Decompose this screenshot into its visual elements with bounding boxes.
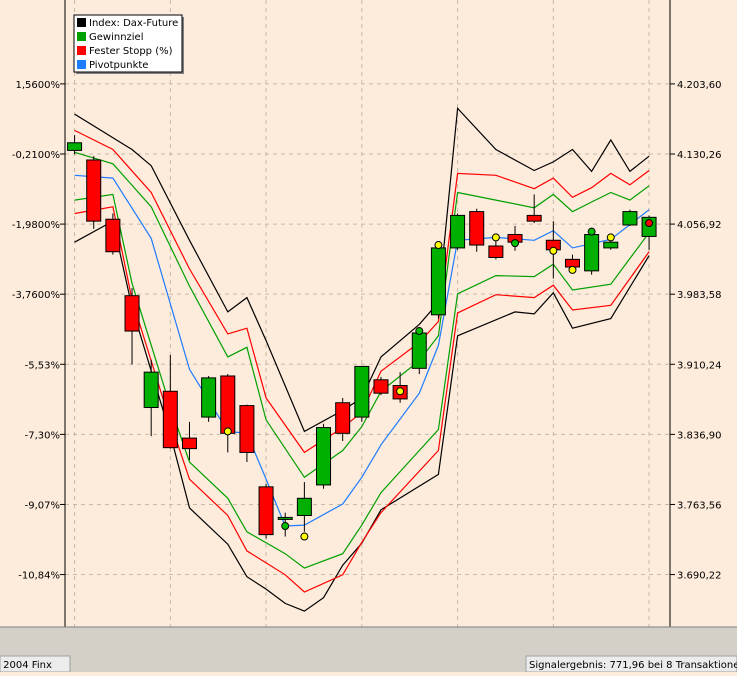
candle-body-down — [373, 379, 389, 394]
signal-marker — [606, 233, 615, 242]
candle-body-up — [201, 377, 217, 418]
candle-body-up — [67, 142, 83, 151]
candle-body-down — [564, 258, 580, 268]
candle-body-up — [622, 211, 638, 226]
legend-swatch — [77, 18, 86, 27]
candle-body-up — [277, 516, 293, 520]
legend-label: Index: Dax-Future — [89, 18, 178, 29]
candle-body-up — [411, 332, 427, 369]
legend-swatch — [77, 32, 86, 41]
legend-label: Fester Stopp (%) — [89, 46, 173, 57]
footer-layer: © 2004 Finx Signalergebnis: 771,96 bei 8… — [0, 626, 737, 673]
right-axis-tick-label: 3.690,22 — [677, 571, 722, 582]
candle-body-up — [584, 234, 600, 272]
right-axis-tick-label: 3.836,90 — [677, 430, 722, 441]
candle-body-up — [450, 214, 466, 249]
signal-marker — [549, 246, 558, 255]
band-line — [74, 107, 650, 433]
candle-body-down — [335, 402, 351, 434]
signal-marker — [645, 219, 654, 228]
signal-marker — [415, 327, 424, 336]
candle-body-down — [86, 159, 102, 222]
signal-marker — [511, 239, 520, 248]
signal-marker — [300, 532, 309, 541]
candle-layer — [67, 135, 657, 539]
right-axis-tick-label: 3.763,56 — [677, 500, 722, 511]
candle-body-down — [162, 390, 178, 449]
band-line — [74, 129, 650, 454]
legend-layer: Index: Dax-Future Gewinnziel Fester Stopp … — [73, 14, 184, 74]
right-axis-tick-label: 4.056,92 — [677, 220, 722, 231]
candle-body-down — [181, 437, 197, 450]
left-axis-tick-label: -9,07% — [25, 500, 60, 511]
left-axis-tick-label: -1,9800% — [12, 220, 60, 231]
signal-marker — [223, 427, 232, 436]
candle-body-down — [258, 486, 274, 536]
legend-swatch — [77, 46, 86, 55]
candle-body-down — [105, 218, 121, 253]
signal-marker — [491, 233, 500, 242]
signal-marker — [434, 241, 443, 250]
signal-marker — [396, 387, 405, 396]
left-axis-tick-label: 1,5600% — [16, 80, 61, 91]
candle-body-up — [603, 241, 619, 249]
legend-box — [73, 14, 183, 73]
candle-body-down — [239, 405, 255, 453]
right-axis-tick-label: 3.910,24 — [677, 360, 722, 371]
copyright-text: © 2004 Finx — [0, 660, 52, 671]
candle-body-up — [296, 497, 312, 517]
candle-body-up — [143, 371, 159, 409]
right-axis-tick-label: 4.130,26 — [677, 150, 722, 161]
left-axis-tick-label: -7,30% — [25, 430, 60, 441]
band-line — [74, 220, 650, 612]
candle-body-down — [124, 295, 140, 332]
legend-label: Pivotpunkte — [89, 60, 148, 71]
legend-swatch — [77, 60, 86, 69]
result-text: Signalergebnis: 771,96 bei 8 Transaktion… — [529, 660, 737, 671]
candle-body-down — [220, 375, 236, 434]
candle-body-down — [526, 214, 542, 222]
left-axis-tick-label: -0,2100% — [12, 150, 60, 161]
marker-layer — [223, 219, 654, 541]
candle-body-up — [354, 365, 370, 418]
signal-marker — [281, 522, 290, 531]
candle-body-up — [316, 427, 332, 486]
candle-body-down — [469, 211, 485, 246]
left-axis-tick-label: -10,84% — [18, 571, 60, 582]
legend-label: Gewinnziel — [89, 32, 144, 43]
candle-body-down — [488, 245, 504, 258]
right-axis-tick-label: 3.983,58 — [677, 290, 722, 301]
left-axis-tick-label: -3,7600% — [12, 290, 60, 301]
signal-marker — [568, 265, 577, 274]
candle-body-up — [430, 247, 446, 316]
left-axis-tick-label: -5,53% — [25, 360, 60, 371]
right-axis-tick-label: 4.203,60 — [677, 80, 722, 91]
signal-marker — [587, 227, 596, 236]
